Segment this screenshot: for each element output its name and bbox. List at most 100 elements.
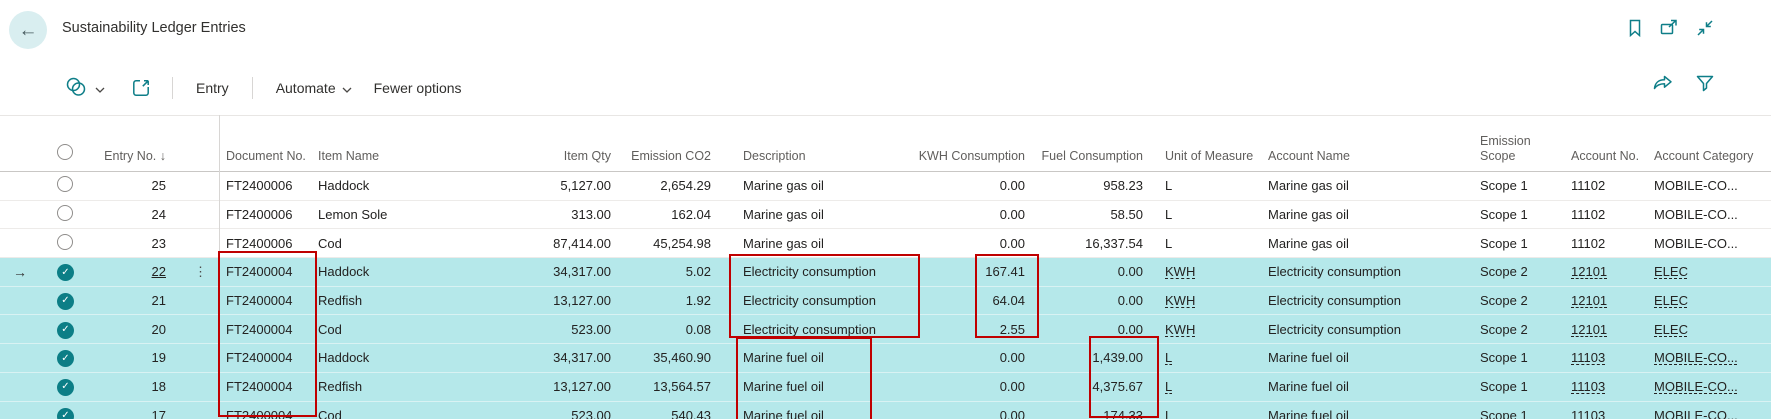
row-selected-check-icon[interactable]: ✓ xyxy=(57,292,74,310)
cell-emission-co2[interactable]: 45,254.98 xyxy=(614,228,714,259)
row-menu-cell[interactable]: ⋮ xyxy=(170,200,219,230)
cell-item-name[interactable]: Lemon Sole xyxy=(316,200,420,230)
cell-document-no[interactable]: FT2400004 xyxy=(219,343,316,373)
cell-fuel-consumption[interactable]: 58.50 xyxy=(1030,200,1148,230)
cell-item-name[interactable]: Cod xyxy=(316,401,420,419)
col-header-item-name[interactable]: Item Name xyxy=(316,116,420,172)
row-menu-cell[interactable]: ⋮ xyxy=(170,372,219,402)
cell-account-no[interactable]: 12101 xyxy=(1565,286,1650,316)
cell-description[interactable]: Electricity consumption xyxy=(714,314,960,345)
cell-entry-no[interactable]: 22 xyxy=(95,257,170,287)
col-header-account-name[interactable]: Account Name xyxy=(1265,116,1475,172)
cell-account-category[interactable]: MOBILE-CO... xyxy=(1650,200,1771,230)
col-header-emission-co2[interactable]: Emission CO2 xyxy=(614,116,714,172)
cell-account-name[interactable]: Electricity consumption xyxy=(1265,257,1475,287)
cell-unit-of-measure[interactable]: KWH xyxy=(1148,314,1265,345)
row-select-cell[interactable]: ✓ xyxy=(40,372,95,402)
cell-account-category[interactable]: MOBILE-CO... xyxy=(1650,372,1771,402)
row-select-cell[interactable]: ✓ xyxy=(40,171,95,201)
cell-unit-of-measure[interactable]: L xyxy=(1148,401,1265,419)
cell-item-name[interactable]: Redfish xyxy=(316,372,420,402)
cell-description[interactable]: Marine fuel oil xyxy=(714,343,960,373)
cell-account-category[interactable]: ELEC xyxy=(1650,314,1771,345)
filter-icon[interactable] xyxy=(1695,74,1715,92)
fewer-options-button[interactable]: Fewer options xyxy=(373,80,462,96)
row-select-radio[interactable] xyxy=(57,205,73,222)
table-row[interactable]: → ✓ 18 ⋮ FT2400004 Redfish 13,127.00 13,… xyxy=(0,372,1771,402)
col-header-account-category[interactable]: Account Category xyxy=(1650,116,1771,172)
table-row[interactable]: → ✓ 21 ⋮ FT2400004 Redfish 13,127.00 1.9… xyxy=(0,286,1771,316)
analyze-icon[interactable] xyxy=(131,78,151,98)
col-header-kwh-consumption[interactable]: KWH Consumption xyxy=(919,116,1030,172)
cell-emission-co2[interactable]: 5.02 xyxy=(614,257,714,287)
col-header-fuel-consumption[interactable]: Fuel Consumption xyxy=(1030,116,1148,172)
cell-kwh-consumption[interactable]: 0.00 xyxy=(960,228,1030,259)
cell-entry-no[interactable]: 25 xyxy=(95,171,170,201)
cell-account-name[interactable]: Marine fuel oil xyxy=(1265,401,1475,419)
cell-account-no[interactable]: 12101 xyxy=(1565,314,1650,345)
cell-unit-of-measure[interactable]: L xyxy=(1148,343,1265,373)
cell-description[interactable]: Marine fuel oil xyxy=(714,372,960,402)
row-select-cell[interactable]: ✓ xyxy=(40,401,95,419)
cell-entry-no[interactable]: 21 xyxy=(95,286,170,316)
row-menu-cell[interactable]: ⋮ xyxy=(170,171,219,201)
bookmark-icon[interactable] xyxy=(1627,18,1643,38)
cell-item-name[interactable]: Cod xyxy=(316,228,420,259)
row-select-cell[interactable]: ✓ xyxy=(40,343,95,373)
cell-account-no[interactable]: 11103 xyxy=(1565,401,1650,419)
row-menu-cell[interactable]: ⋮ xyxy=(170,286,219,316)
cell-item-qty[interactable]: 87,414.00 xyxy=(420,228,614,259)
row-select-cell[interactable]: ✓ xyxy=(40,228,95,259)
cell-document-no[interactable]: FT2400004 xyxy=(219,286,316,316)
cell-document-no[interactable]: FT2400004 xyxy=(219,372,316,402)
cell-emission-co2[interactable]: 2,654.29 xyxy=(614,171,714,201)
col-header-description[interactable]: Description xyxy=(714,116,960,172)
cell-unit-of-measure[interactable]: KWH xyxy=(1148,286,1265,316)
col-header-entry-no[interactable]: Entry No. ↓ xyxy=(95,116,170,172)
cell-unit-of-measure[interactable]: L xyxy=(1148,372,1265,402)
row-select-radio[interactable] xyxy=(57,233,73,250)
copilot-menu-button[interactable] xyxy=(64,76,105,101)
cell-emission-co2[interactable]: 13,564.57 xyxy=(614,372,714,402)
cell-account-name[interactable]: Marine gas oil xyxy=(1265,171,1475,201)
row-select-cell[interactable]: ✓ xyxy=(40,314,95,345)
cell-account-no[interactable]: 11103 xyxy=(1565,343,1650,373)
cell-fuel-consumption[interactable]: 1,439.00 xyxy=(1030,343,1148,373)
cell-account-category[interactable]: MOBILE-CO... xyxy=(1650,401,1771,419)
cell-unit-of-measure[interactable]: KWH xyxy=(1148,257,1265,287)
row-select-cell[interactable]: ✓ xyxy=(40,257,95,287)
cell-description[interactable]: Marine gas oil xyxy=(714,200,960,230)
cell-account-name[interactable]: Marine gas oil xyxy=(1265,228,1475,259)
row-menu-cell[interactable]: ⋮ xyxy=(170,257,219,287)
cell-entry-no[interactable]: 18 xyxy=(95,372,170,402)
cell-account-category[interactable]: ELEC xyxy=(1650,286,1771,316)
cell-item-name[interactable]: Haddock xyxy=(316,171,420,201)
cell-account-name[interactable]: Marine fuel oil xyxy=(1265,343,1475,373)
cell-item-name[interactable]: Redfish xyxy=(316,286,420,316)
cell-account-no[interactable]: 11102 xyxy=(1565,200,1650,230)
cell-account-name[interactable]: Marine gas oil xyxy=(1265,200,1475,230)
cell-fuel-consumption[interactable]: 0.00 xyxy=(1030,257,1148,287)
row-selected-check-icon[interactable]: ✓ xyxy=(57,350,74,368)
entry-menu-button[interactable]: Entry xyxy=(196,80,229,96)
cell-document-no[interactable]: FT2400004 xyxy=(219,401,316,419)
cell-entry-no[interactable]: 20 xyxy=(95,314,170,345)
cell-fuel-consumption[interactable]: 0.00 xyxy=(1030,286,1148,316)
col-header-document-no[interactable]: Document No. xyxy=(219,116,316,172)
cell-account-category[interactable]: MOBILE-CO... xyxy=(1650,228,1771,259)
cell-item-qty[interactable]: 34,317.00 xyxy=(420,343,614,373)
cell-kwh-consumption[interactable]: 0.00 xyxy=(960,401,1030,419)
cell-account-no[interactable]: 11102 xyxy=(1565,228,1650,259)
col-header-emission-scope[interactable]: Emission Scope xyxy=(1475,116,1565,172)
row-menu-cell[interactable]: ⋮ xyxy=(170,314,219,345)
cell-emission-scope[interactable]: Scope 1 xyxy=(1475,171,1565,201)
cell-kwh-consumption[interactable]: 0.00 xyxy=(960,200,1030,230)
cell-item-qty[interactable]: 5,127.00 xyxy=(420,171,614,201)
select-all-radio[interactable] xyxy=(57,144,73,161)
cell-entry-no[interactable]: 17 xyxy=(95,401,170,419)
col-header-unit-of-measure[interactable]: Unit of Measure xyxy=(1148,116,1265,172)
col-header-account-no[interactable]: Account No. xyxy=(1565,116,1650,172)
cell-account-category[interactable]: ELEC xyxy=(1650,257,1771,287)
cell-item-name[interactable]: Haddock xyxy=(316,343,420,373)
cell-document-no[interactable]: FT2400006 xyxy=(219,228,316,259)
